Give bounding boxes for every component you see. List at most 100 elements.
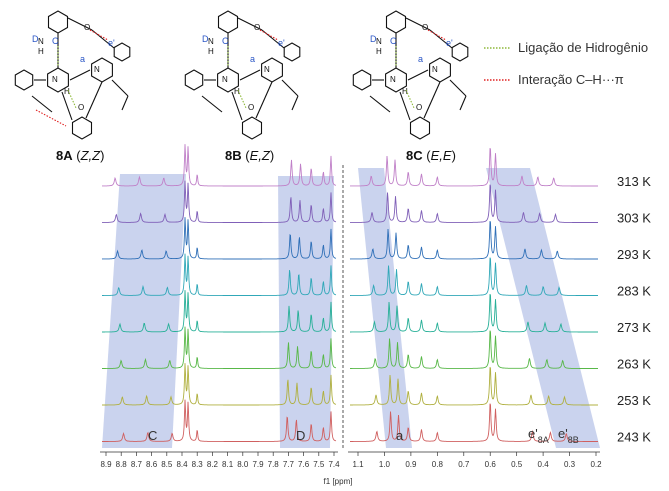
tick-label: 8.4 — [176, 460, 188, 469]
tick-label: 8.5 — [161, 460, 173, 469]
atom-label-D: D — [202, 34, 209, 44]
bond — [239, 69, 261, 81]
tick-label: 7.5 — [313, 460, 325, 469]
atom-label-H: H — [376, 47, 382, 56]
caption-8B: 8B (E,Z) — [225, 148, 274, 163]
atom-label-D: D — [32, 34, 39, 44]
spectra-left-panel — [101, 144, 337, 442]
temperature-label: 243 K — [617, 430, 651, 445]
ring — [184, 69, 204, 91]
tick-label: 7.6 — [298, 460, 310, 469]
caption-8A-config: Z,Z — [80, 148, 102, 163]
ring — [283, 42, 301, 62]
atom-label-H: H — [402, 87, 408, 96]
temperature-label: 273 K — [617, 320, 651, 335]
h-bond — [237, 89, 247, 109]
bond — [121, 95, 129, 111]
tick-label: 8.9 — [100, 460, 112, 469]
atom-label-H: H — [64, 87, 70, 96]
atom-label-O: O — [84, 23, 90, 32]
atom-label-N: N — [376, 37, 382, 46]
spectrum-trace-left — [102, 399, 337, 442]
tick-label: 0.6 — [485, 460, 497, 469]
temperature-label: 303 K — [617, 211, 651, 226]
bond — [111, 79, 129, 97]
atom-label-N: N — [94, 65, 100, 74]
atom-label-N: N — [38, 37, 44, 46]
spectrum-trace-left — [102, 326, 337, 369]
ring — [352, 69, 372, 91]
tick-label: 0.9 — [405, 460, 417, 469]
atom-label-O: O — [422, 23, 428, 32]
tick-label: 7.8 — [268, 460, 280, 469]
ch-pi-legend-label: Interação C–H···π — [518, 72, 624, 87]
ring — [409, 116, 431, 140]
atom-label-N: N — [208, 37, 214, 46]
bond — [69, 69, 91, 81]
spectrum-trace-left — [102, 180, 337, 223]
band-label-a: a — [396, 428, 404, 443]
band-label-D: D — [296, 428, 305, 443]
tick-label: 8.2 — [207, 460, 219, 469]
atom-label-N: N — [432, 65, 438, 74]
spectrum-trace-right — [350, 257, 598, 296]
spectrum-trace-right — [350, 330, 598, 369]
ch-pi-interaction — [89, 29, 109, 41]
ring — [113, 42, 131, 62]
tick-label: 0.8 — [432, 460, 444, 469]
spectrum-trace-left — [102, 253, 337, 296]
spectrum-trace-left — [102, 144, 337, 187]
tick-label: 8.1 — [222, 460, 234, 469]
band-label-e8B: e'8B — [558, 426, 579, 445]
tick-label: 0.2 — [590, 460, 602, 469]
ring — [71, 116, 93, 140]
atom-label-D: D — [370, 34, 377, 44]
tick-label: 0.4 — [538, 460, 550, 469]
temperature-label: 293 K — [617, 247, 651, 262]
band-C — [102, 174, 186, 448]
bond — [459, 95, 467, 111]
bond — [281, 79, 299, 97]
bond — [449, 79, 467, 97]
atom-label-C: C — [52, 36, 59, 46]
tick-label: 7.4 — [328, 460, 340, 469]
bond — [31, 95, 53, 113]
atom-label-H: H — [234, 87, 240, 96]
atom-label-e: e' — [278, 38, 285, 48]
ring — [241, 116, 263, 140]
temperature-label: 313 K — [617, 174, 651, 189]
tick-label: 8.6 — [146, 460, 158, 469]
tick-label: 1.0 — [379, 460, 391, 469]
atom-label-a: a — [250, 54, 255, 64]
caption-8B-label: 8B — [225, 148, 242, 163]
band-a — [358, 168, 412, 448]
bond — [407, 69, 429, 81]
hydrogen-bond-legend-label: Ligação de Hidrogênio — [518, 40, 648, 55]
spectrum-trace-right — [350, 184, 598, 223]
temperature-label: 253 K — [617, 393, 651, 408]
tick-label: 7.9 — [252, 460, 264, 469]
band-label-C: C — [148, 428, 157, 443]
ch-pi-interaction — [35, 109, 67, 127]
ring — [47, 67, 69, 93]
ring — [47, 10, 69, 34]
band-D — [278, 176, 334, 448]
ring — [217, 67, 239, 93]
bond — [405, 17, 431, 31]
spectrum-trace-left — [102, 290, 337, 333]
caption-8C-label: 8C — [406, 148, 423, 163]
spectrum-trace-right — [349, 221, 598, 260]
spectrum-trace-left — [101, 217, 337, 260]
atom-label-O: O — [248, 103, 254, 112]
ch-pi-interaction — [427, 29, 447, 41]
highlight-bands — [102, 168, 600, 448]
bond — [201, 95, 223, 113]
ring — [385, 67, 407, 93]
atom-label-N: N — [222, 75, 228, 84]
legend: Ligação de Hidrogênio Interação C–H···π — [484, 40, 648, 87]
ring — [217, 10, 239, 34]
ring — [451, 42, 469, 62]
atom-label-a: a — [418, 54, 423, 64]
